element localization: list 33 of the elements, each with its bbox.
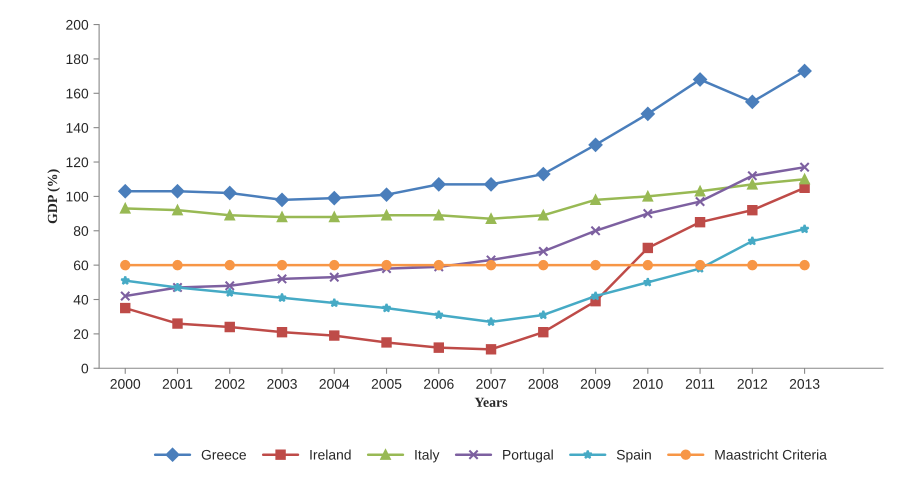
x-tick-label: 2001: [162, 379, 192, 389]
x-tick-label: 2013: [790, 379, 820, 389]
legend-label: Maastricht Criteria: [715, 449, 827, 460]
x-tick-label: 2007: [476, 379, 506, 389]
y-tick-label: 0: [82, 364, 88, 374]
x-axis-title: Years: [474, 398, 508, 407]
y-tick-label: 20: [74, 329, 88, 340]
x-tick-label: 2012: [738, 379, 768, 389]
x-tick-label: 2009: [580, 379, 610, 389]
x-tick-label: 2005: [372, 379, 402, 389]
legend-label: Ireland: [310, 449, 351, 460]
x-tick-label: 2003: [267, 379, 297, 389]
y-tick-label: 40: [74, 294, 88, 305]
y-tick-label: 200: [66, 20, 88, 30]
x-tick-label: 2006: [424, 379, 454, 389]
x-tick-label: 2008: [528, 379, 558, 389]
y-tick-label: 180: [66, 54, 88, 64]
x-tick-label: 2002: [215, 379, 245, 389]
y-tick-label: 140: [66, 122, 88, 133]
x-tick-label: 2010: [633, 379, 663, 389]
legend-label: Greece: [202, 450, 246, 460]
x-tick-label: 2004: [320, 379, 350, 389]
y-axis-title: GDP (%): [47, 169, 60, 224]
y-tick-label: 100: [66, 192, 88, 202]
y-tick-label: 80: [74, 226, 88, 236]
y-tick-label: 120: [66, 157, 88, 168]
y-tick-label: 160: [66, 88, 88, 98]
x-tick-label: 2000: [110, 379, 140, 389]
x-tick-label: 2011: [686, 379, 714, 389]
legend-label: Spain: [616, 449, 651, 462]
y-tick-label: 60: [74, 260, 88, 270]
legend-label: Italy: [415, 449, 440, 462]
legend-label: Portugal: [503, 449, 553, 462]
